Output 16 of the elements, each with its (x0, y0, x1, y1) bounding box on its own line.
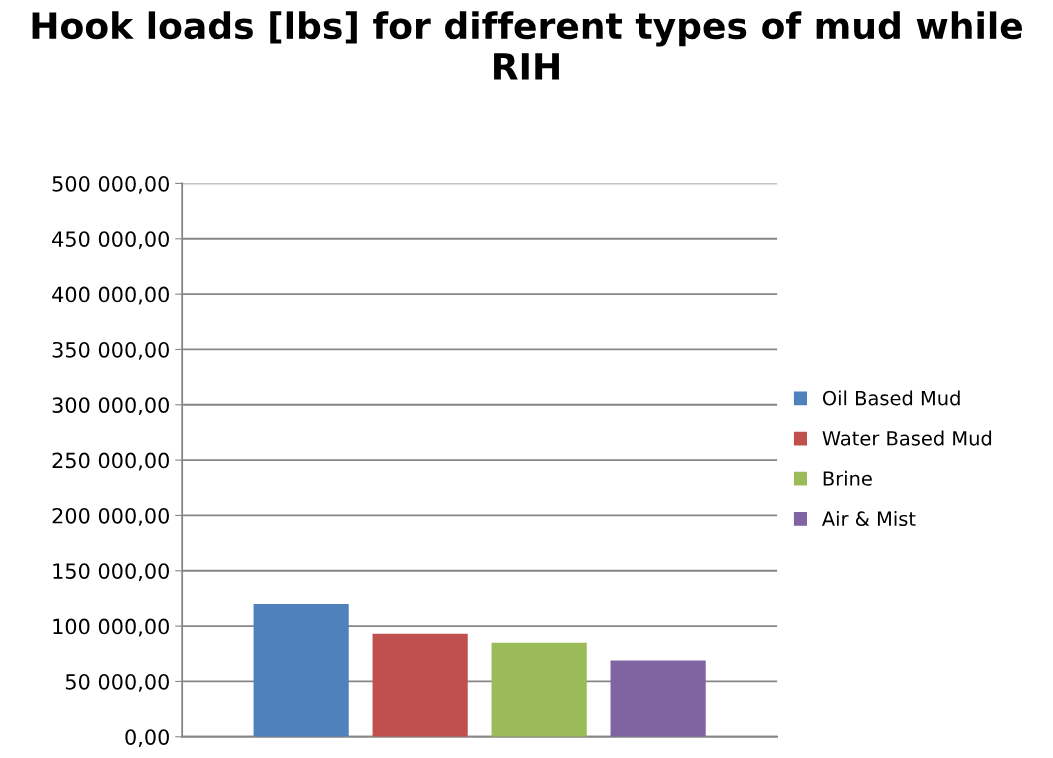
y-tick-label: 200 000,00 (52, 507, 169, 526)
y-tick-label: 300 000,00 (52, 397, 169, 416)
y-tick-label: 50 000,00 (65, 673, 169, 692)
legend-label: Air & Mist (821, 511, 916, 527)
legend-label: Brine (823, 470, 872, 486)
y-tick-label: 400 000,00 (52, 286, 169, 305)
legend-label: Water Based Mud (822, 430, 992, 446)
y-tick-label: 450 000,00 (52, 231, 169, 250)
y-tick-label: 250 000,00 (52, 452, 169, 471)
y-tick-label: 500 000,00 (52, 175, 169, 194)
y-tick-label: 0,00 (125, 729, 169, 748)
legend-label: Oil Based Mud (822, 390, 960, 406)
chart-title: Hook loads [lbs] for different types of mud while RIH (32, 11, 1022, 80)
y-tick-label: 100 000,00 (53, 618, 169, 637)
y-tick-label: 350 000,00 (52, 341, 169, 360)
y-tick-label: 150 000,00 (53, 563, 169, 582)
